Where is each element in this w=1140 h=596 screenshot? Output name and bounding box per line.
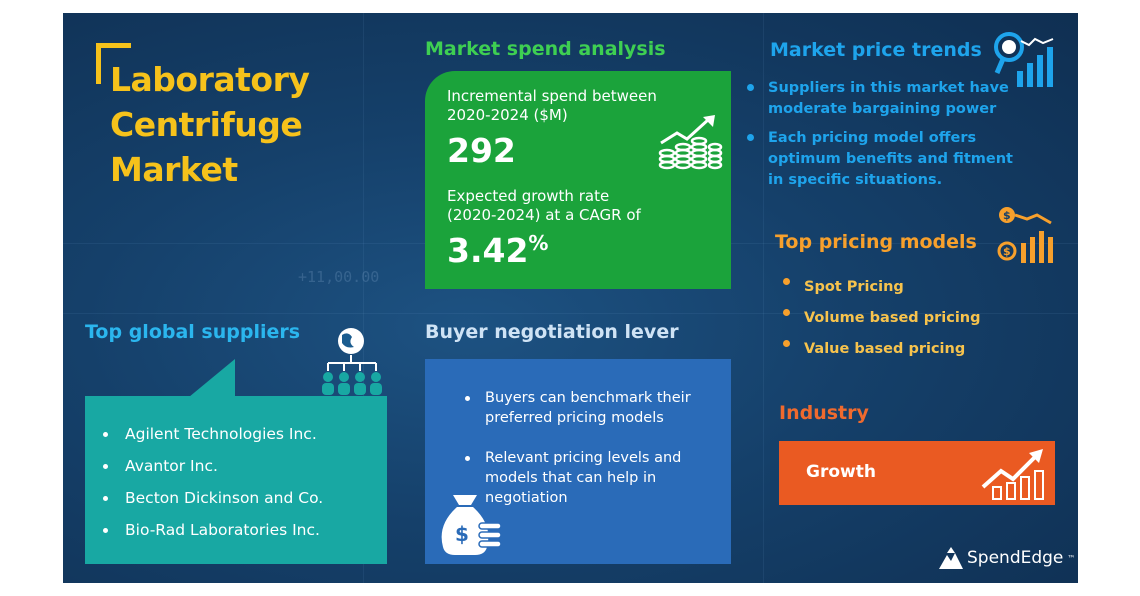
- magnifier-chart-icon: [994, 32, 1054, 87]
- svg-text:$: $: [1003, 209, 1011, 222]
- incremental-spend-value: 292: [447, 131, 516, 170]
- background-line: [763, 13, 764, 583]
- growth-rate-value: 3.42%: [447, 231, 548, 270]
- buyer-negotiation-list: Buyers can benchmark their preferred pri…: [465, 388, 691, 528]
- list-item-text: optimum benefits and fitment: [768, 151, 1013, 167]
- list-item: Avantor Inc.: [102, 450, 323, 482]
- cagr-number: 3.42: [447, 231, 529, 270]
- incremental-spend-label: Incremental spend between: [447, 87, 657, 105]
- list-item: Volume based pricing: [783, 303, 981, 334]
- title-line: Market: [110, 150, 238, 189]
- list-item: Buyers can benchmark their preferred pri…: [465, 388, 691, 428]
- title-bracket: [96, 43, 131, 84]
- list-item: Spot Pricing: [783, 272, 981, 303]
- page-title: Laboratory Centrifuge Market: [110, 57, 310, 192]
- spendedge-logo: SpendEdge ™: [939, 547, 1075, 569]
- background-ticker-text: +11,00.00: [298, 268, 380, 286]
- suppliers-heading: Top global suppliers: [85, 321, 301, 343]
- list-item-text: Relevant pricing levels and: [485, 450, 682, 466]
- list-item: Agilent Technologies Inc.: [102, 418, 323, 450]
- list-item: Becton Dickinson and Co.: [102, 482, 323, 514]
- background-line: [63, 313, 1078, 314]
- cagr-unit: %: [528, 231, 549, 255]
- list-item-text: moderate bargaining power: [768, 101, 997, 117]
- globe-network-icon: [322, 328, 382, 395]
- growth-rate-label: (2020-2024) at a CAGR of: [447, 206, 641, 224]
- list-item-text: negotiation: [485, 490, 568, 506]
- growth-chart-icon: [981, 449, 1044, 500]
- list-item-text: models that can help in: [485, 470, 657, 486]
- list-item: Relevant pricing levels and models that …: [465, 448, 691, 508]
- growth-rate-label: Expected growth rate: [447, 187, 610, 205]
- industry-growth-box: Growth: [779, 441, 1055, 505]
- market-spend-heading: Market spend analysis: [425, 38, 666, 60]
- money-bag-icon: $: [441, 495, 502, 555]
- svg-text:$: $: [455, 522, 469, 546]
- list-item: Bio-Rad Laboratories Inc.: [102, 514, 323, 546]
- list-item: Suppliers in this market have moderate b…: [747, 78, 1013, 120]
- buyer-negotiation-box: $: [425, 359, 731, 564]
- price-trends-heading: Market price trends: [770, 39, 982, 61]
- brand-mark: ™: [1067, 553, 1076, 563]
- price-trends-list: Suppliers in this market have moderate b…: [747, 78, 1013, 191]
- background-line: [363, 13, 364, 583]
- list-item: Value based pricing: [783, 334, 981, 365]
- suppliers-speech-tail: [163, 359, 235, 397]
- title-line: Laboratory: [110, 60, 310, 99]
- list-item-text: in specific situations.: [768, 172, 943, 188]
- coin-stack-growth-icon: [658, 115, 723, 170]
- list-item: Each pricing model offers optimum benefi…: [747, 128, 1013, 191]
- suppliers-box: [85, 396, 387, 564]
- spendedge-logo-icon: [939, 547, 963, 569]
- list-item-text: Suppliers in this market have: [768, 80, 1009, 96]
- industry-growth-label: Growth: [806, 462, 876, 482]
- pricing-models-heading: Top pricing models: [775, 231, 977, 253]
- incremental-spend-label: 2020-2024 ($M): [447, 106, 568, 124]
- svg-text:$: $: [1003, 245, 1011, 258]
- suppliers-list: Agilent Technologies Inc. Avantor Inc. B…: [102, 418, 323, 546]
- infographic-canvas: +11,00.00 Laboratory Centrifuge Market M…: [63, 13, 1078, 583]
- brand-name: SpendEdge: [967, 548, 1064, 568]
- dollar-chart-icon: $ $: [997, 207, 1053, 263]
- list-item-text: Each pricing model offers: [768, 130, 977, 146]
- list-item-text: preferred pricing models: [485, 410, 664, 426]
- list-item-text: Buyers can benchmark their: [485, 390, 691, 406]
- title-line: Centrifuge: [110, 105, 303, 144]
- industry-heading: Industry: [779, 402, 869, 424]
- pricing-models-list: Spot Pricing Volume based pricing Value …: [783, 272, 981, 365]
- buyer-negotiation-heading: Buyer negotiation lever: [425, 321, 679, 343]
- market-spend-box: Incremental spend between 2020-2024 ($M)…: [425, 71, 731, 289]
